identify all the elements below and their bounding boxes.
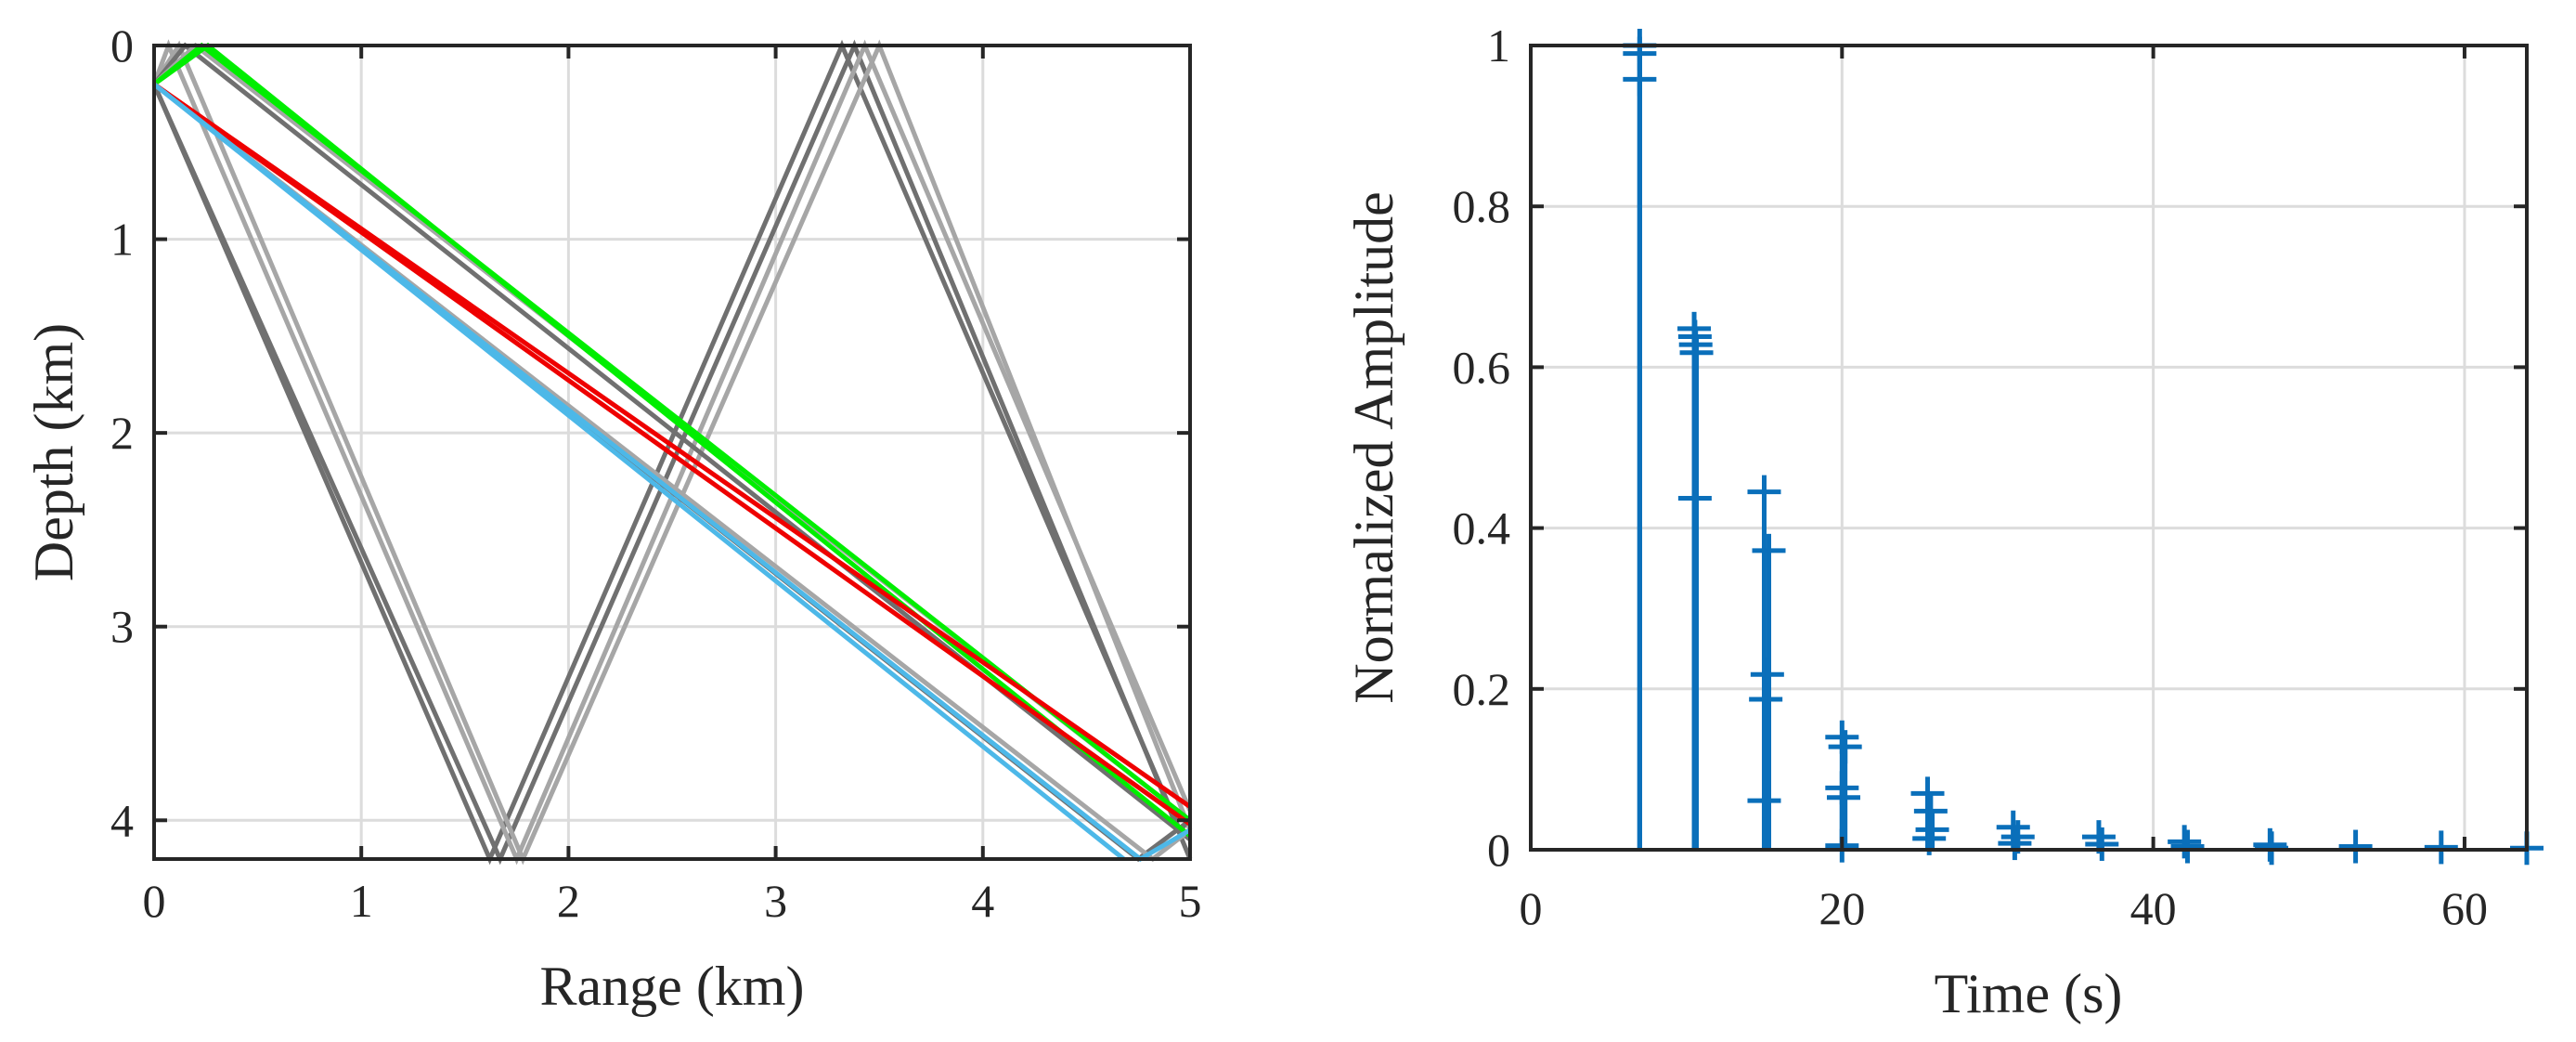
ray-path-line (152, 82, 1192, 809)
y-tick-label: 4 (110, 794, 134, 846)
amplitude-stem-chart: 0 20 40 60 0 0.2 0.4 0.6 0.8 1 Time (s) Normalize… (1343, 20, 2544, 1024)
plot-area-background (1531, 46, 2527, 850)
y-tick-label: 0.2 (1453, 663, 1511, 715)
x-axis-label: Range (km) (540, 956, 805, 1017)
y-axis-label: Depth (km) (23, 323, 84, 581)
x-tick-label: 1 (350, 875, 373, 927)
x-tick-label: 4 (971, 875, 994, 927)
y-tick-label: 0.8 (1453, 180, 1511, 232)
x-tick-label: 40 (2130, 882, 2177, 934)
x-tick-label: 0 (143, 875, 166, 927)
x-tick-label: 3 (764, 875, 787, 927)
y-axis-label: Normalized Amplitude (1343, 191, 1405, 704)
y-tick-label: 1 (1487, 20, 1510, 72)
y-tick-label: 3 (110, 601, 134, 653)
y-tick-label: 2 (110, 407, 134, 459)
x-tick-label: 5 (1179, 875, 1202, 927)
x-tick-label: 2 (557, 875, 580, 927)
x-axis-label: Time (s) (1935, 963, 2123, 1024)
amplitude-stems (1623, 29, 2544, 866)
x-tick-label: 0 (1520, 882, 1543, 934)
y-tick-label: 0.4 (1453, 502, 1511, 554)
plot-frame (1529, 44, 2529, 852)
ray-path-chart: 0 1 2 3 4 5 0 1 2 3 4 Range (km) Depth (km) (23, 20, 1202, 1017)
y-tick-label: 0 (110, 20, 134, 72)
ray-path-line (152, 82, 1192, 827)
y-tick-label: 1 (110, 214, 134, 266)
stem-point (1623, 62, 1657, 850)
ticks: 0 1 2 3 4 5 0 1 2 3 4 (110, 20, 1202, 927)
stem-point (1677, 481, 1712, 850)
ray-path-line (151, 39, 1193, 866)
ticks: 0 20 40 60 0 0.2 0.4 0.6 0.8 1 (1453, 20, 2527, 934)
x-tick-label: 60 (2441, 882, 2488, 934)
y-tick-label: 0.6 (1453, 341, 1511, 393)
y-tick-label: 0 (1487, 824, 1510, 876)
plot-frame (152, 44, 1192, 861)
x-tick-label: 20 (1819, 882, 1865, 934)
stem-point (1747, 784, 1781, 850)
